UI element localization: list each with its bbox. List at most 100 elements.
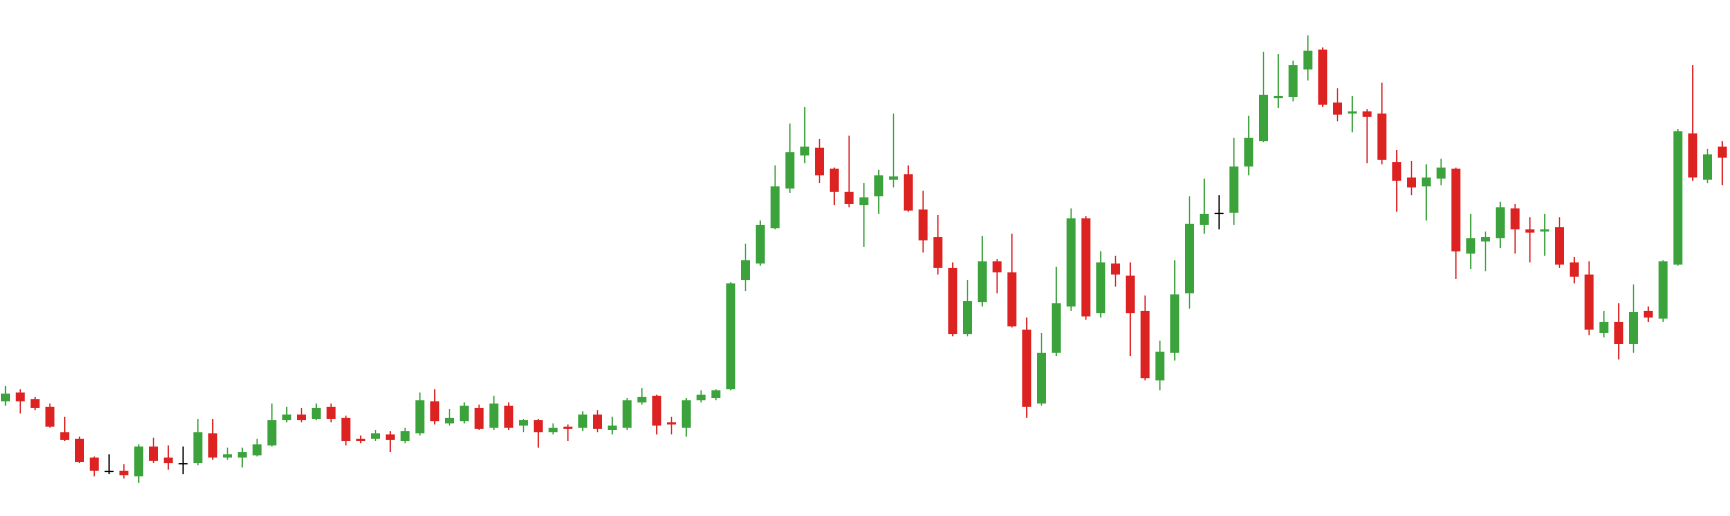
- candle-body: [134, 446, 144, 477]
- candle-body: [1347, 111, 1357, 114]
- candle-body: [1584, 274, 1594, 330]
- candle-body: [163, 457, 173, 464]
- candle-body: [903, 174, 913, 211]
- candle-body: [1037, 352, 1046, 404]
- candle-body: [60, 432, 70, 440]
- candle-body: [371, 433, 380, 439]
- candle-body: [874, 175, 884, 197]
- candle-body: [755, 224, 765, 264]
- candle-body: [1466, 238, 1476, 254]
- candle-body: [430, 401, 440, 422]
- candle-body: [178, 463, 188, 465]
- candle-body: [223, 454, 232, 458]
- candle-body: [1185, 223, 1194, 294]
- candle-body: [1155, 351, 1165, 381]
- candle-body: [1451, 168, 1461, 252]
- candle-body: [815, 147, 824, 176]
- candle-body: [311, 407, 321, 419]
- candle-body: [1377, 113, 1387, 160]
- candle-body: [400, 431, 410, 442]
- candle-body: [1614, 321, 1624, 344]
- candle-body: [1007, 272, 1017, 327]
- candle-body: [1140, 310, 1150, 379]
- candle-body: [1096, 262, 1106, 314]
- candle-body: [652, 395, 662, 426]
- candle-body: [977, 261, 987, 303]
- candle-body: [75, 438, 84, 462]
- candle-body: [149, 446, 158, 461]
- candle-body: [459, 405, 469, 422]
- candle-body: [1333, 102, 1342, 115]
- candle-body: [237, 452, 247, 458]
- candle-body: [1066, 218, 1076, 307]
- candle-body: [578, 414, 588, 428]
- candle-body: [282, 414, 292, 421]
- candle-body: [1273, 95, 1283, 99]
- candle-body: [741, 260, 750, 281]
- candle-body: [607, 425, 617, 430]
- candle-body: [1717, 146, 1727, 158]
- candle-body: [1303, 50, 1313, 70]
- candle-body: [770, 186, 780, 229]
- candle-body: [193, 432, 203, 464]
- candle-body: [30, 399, 40, 408]
- candle-body: [1673, 131, 1683, 265]
- candle-body: [1495, 207, 1505, 239]
- candle-body: [548, 427, 558, 433]
- candle-body: [711, 390, 721, 399]
- candle-body: [208, 433, 218, 458]
- candle-body: [681, 400, 691, 428]
- candle-body: [992, 261, 1002, 273]
- candle-body: [1288, 65, 1298, 98]
- candle-body: [1525, 229, 1535, 233]
- candle-body: [889, 176, 898, 180]
- candle-body: [341, 417, 351, 442]
- candle-body: [252, 444, 262, 456]
- candle-body: [918, 209, 928, 241]
- candle-body: [563, 426, 573, 429]
- candle-body: [1022, 329, 1032, 407]
- candle-body: [326, 406, 336, 419]
- candle-body: [474, 407, 484, 429]
- candle-body: [622, 400, 632, 428]
- candle-body: [1510, 208, 1520, 230]
- candle-body: [593, 414, 602, 429]
- candle-body: [1081, 218, 1091, 317]
- candle-body: [1599, 321, 1609, 333]
- candle-body: [948, 267, 958, 335]
- candle-body: [1125, 275, 1135, 314]
- candle-body: [1392, 162, 1402, 181]
- candle-body: [696, 394, 706, 401]
- candle-body: [963, 301, 972, 335]
- candle-body: [1229, 166, 1239, 213]
- candle-body: [385, 434, 395, 440]
- candle-body: [1421, 177, 1431, 187]
- candle-body: [519, 420, 528, 426]
- candle-body: [1, 393, 10, 402]
- candle-body: [1540, 229, 1550, 232]
- candle-body: [1111, 263, 1120, 275]
- candle-body: [267, 420, 277, 446]
- candle-body: [119, 470, 129, 476]
- candle-body: [1436, 167, 1446, 179]
- candle-body: [1569, 262, 1579, 277]
- candle-body: [15, 392, 25, 402]
- candle-body: [1703, 154, 1712, 180]
- candle-body: [1259, 94, 1268, 142]
- candle-body: [489, 403, 499, 428]
- candle-body: [1658, 261, 1668, 319]
- candle-body: [800, 146, 810, 156]
- candle-body: [844, 191, 854, 204]
- candle-body: [445, 417, 454, 424]
- candle-body: [1407, 177, 1416, 188]
- candle-body: [1170, 294, 1180, 353]
- candle-body: [1199, 213, 1209, 225]
- candle-body: [1051, 303, 1061, 353]
- candle-body: [859, 197, 869, 206]
- candle-body: [356, 438, 366, 442]
- candle-body: [45, 406, 55, 427]
- candle-body: [1362, 111, 1372, 117]
- candle-body: [667, 422, 676, 425]
